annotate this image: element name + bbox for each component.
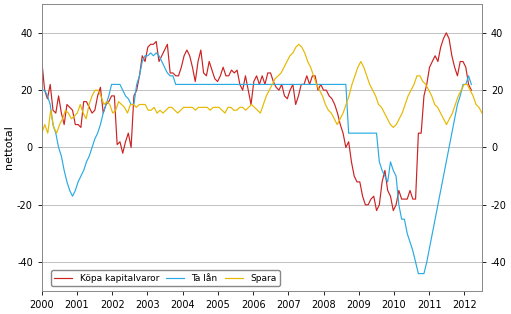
Legend: Köpa kapitalvaror, Ta lån, Spara: Köpa kapitalvaror, Ta lån, Spara (51, 270, 280, 286)
Köpa kapitalvaror (374, 209, 380, 213)
Köpa kapitalvaror (468, 88, 474, 92)
Spara (346, 94, 352, 98)
Line: Spara: Spara (42, 44, 482, 133)
Line: Ta lån: Ta lån (42, 53, 471, 273)
Köpa kapitalvaror (424, 83, 430, 86)
Köpa kapitalvaror (401, 197, 407, 201)
Spara (269, 83, 275, 86)
Ta lån (415, 272, 422, 275)
Spara (405, 94, 411, 98)
Köpa kapitalvaror (39, 60, 45, 63)
Ta lån (427, 246, 433, 250)
Ta lån (148, 51, 154, 55)
Y-axis label: nettotal: nettotal (4, 126, 14, 170)
Ta lån (401, 217, 407, 221)
Spara (296, 42, 302, 46)
Ta lån (39, 88, 45, 92)
Spara (287, 54, 293, 58)
Ta lån (248, 83, 254, 86)
Köpa kapitalvaror (245, 88, 251, 92)
Spara (479, 111, 485, 115)
Köpa kapitalvaror (429, 60, 435, 63)
Ta lån (460, 83, 466, 86)
Line: Köpa kapitalvaror: Köpa kapitalvaror (42, 33, 471, 211)
Köpa kapitalvaror (337, 123, 343, 127)
Spara (183, 106, 190, 109)
Spara (213, 106, 219, 109)
Spara (39, 131, 45, 135)
Ta lån (340, 83, 346, 86)
Ta lån (432, 217, 438, 221)
Köpa kapitalvaror (460, 60, 466, 63)
Ta lån (468, 83, 474, 86)
Köpa kapitalvaror (443, 31, 449, 35)
